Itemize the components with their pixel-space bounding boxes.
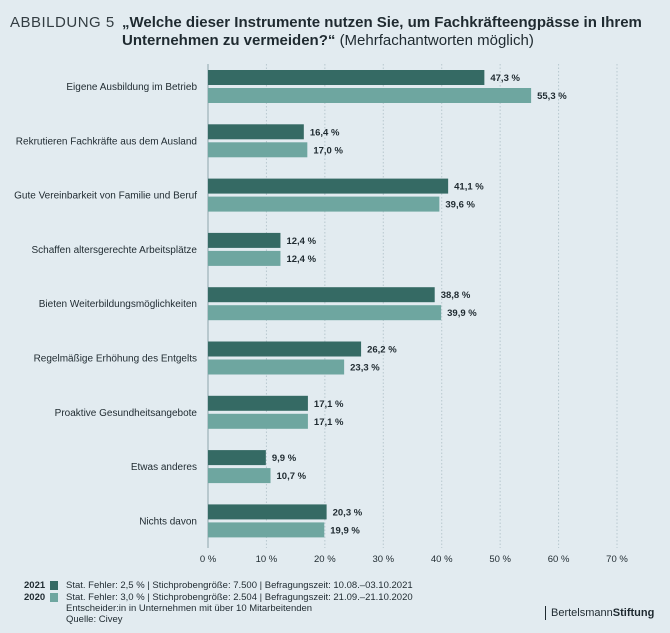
bar-2021 <box>208 287 435 303</box>
chart-subtitle: (Mehrfachantworten möglich) <box>339 32 534 49</box>
data-label: 39,6 % <box>445 200 475 211</box>
bar-2020 <box>208 305 442 321</box>
bar-2021 <box>208 504 327 520</box>
brand-name-part2: Stiftung <box>612 607 655 619</box>
bar-2021 <box>208 395 308 411</box>
category-label: Etwas anderes <box>131 462 197 473</box>
data-label: 10,7 % <box>277 471 307 482</box>
bar-2020 <box>208 468 271 484</box>
brand-name-part1: Bertelsmann <box>551 607 613 619</box>
bar-chart: 0 % 10 % 20 % 30 % 40 % 50 % 60 % 70 % Eigene Au… <box>14 64 628 565</box>
x-tick-label: 20 % <box>314 554 336 565</box>
chart-title: „Welche dieser Instrumente nutzen Sie, u… <box>122 14 642 50</box>
bar-2020 <box>208 522 325 538</box>
legend-year: 2021 <box>24 579 46 591</box>
source-note: Quelle: Civey <box>66 614 123 625</box>
legend-text: Stat. Fehler: 2,5 % | Stichprobengröße: … <box>66 579 413 591</box>
bar-2020 <box>208 142 308 158</box>
bar-2021 <box>208 124 304 140</box>
data-label: 20,3 % <box>333 507 363 518</box>
bar-2021 <box>208 232 281 248</box>
category-label: Nichts davon <box>139 516 197 527</box>
x-tick-label: 30 % <box>372 554 394 565</box>
data-label: 9,9 % <box>272 453 297 464</box>
legend-swatch-dark <box>50 580 58 590</box>
data-label: 16,4 % <box>310 127 340 138</box>
data-label: 12,4 % <box>286 254 316 265</box>
bar-2021 <box>208 70 485 85</box>
data-label: 17,1 % <box>314 399 344 410</box>
x-tick-label: 0 % <box>200 554 217 565</box>
bar-2021 <box>208 341 362 357</box>
bar-2020 <box>208 88 532 103</box>
legend-item-2020: 2020 Stat. Fehler: 3,0 % | Stichprobengr… <box>24 591 413 603</box>
category-label: Eigene Ausbildung im Betrieb <box>66 82 197 93</box>
category-label: Bieten Weiterbildungsmöglichkeiten <box>39 299 197 310</box>
data-label: 19,9 % <box>330 525 360 536</box>
category-label: Schaffen altersgerechte Arbeitsplätze <box>32 245 198 256</box>
category-label: Regelmäßige Erhöhung des Entgelts <box>34 354 197 365</box>
data-label: 55,3 % <box>537 91 567 102</box>
x-tick-label: 40 % <box>431 554 453 565</box>
figure-label: ABBILDUNG 5 <box>10 14 115 31</box>
data-label: 38,8 % <box>441 290 471 301</box>
footer: 2021 Stat. Fehler: 2,5 % | Stichprobengr… <box>24 579 413 626</box>
x-tick-label: 50 % <box>489 554 511 565</box>
legend-text: Stat. Fehler: 3,0 % | Stichprobengröße: … <box>66 591 413 603</box>
x-tick-label: 60 % <box>548 554 570 565</box>
brand-logo: BertelsmannStiftung <box>545 606 654 620</box>
bar-2020 <box>208 196 440 212</box>
legend-year: 2020 <box>24 591 46 603</box>
population-note: Entscheider:in in Unternehmen mit über 1… <box>66 603 313 614</box>
category-label: Rekrutieren Fachkräfte aus dem Ausland <box>16 136 197 147</box>
bar-2021 <box>208 450 266 466</box>
category-label: Proaktive Gesundheitsangebote <box>55 408 198 419</box>
category-label: Gute Vereinbarkeit von Familie und Beruf <box>14 191 197 202</box>
data-label: 12,4 % <box>286 236 316 247</box>
legend-swatch-light <box>50 592 58 602</box>
data-label: 23,3 % <box>350 363 380 374</box>
data-label: 41,1 % <box>454 182 484 193</box>
bar-2020 <box>208 359 345 375</box>
data-label: 17,1 % <box>314 417 344 428</box>
data-label: 39,9 % <box>447 308 477 319</box>
chart-title-text: „Welche dieser Instrumente nutzen Sie, u… <box>122 14 642 49</box>
bar-2021 <box>208 178 449 194</box>
data-label: 26,2 % <box>367 345 397 356</box>
bar-2020 <box>208 413 308 429</box>
data-label: 17,0 % <box>313 145 343 156</box>
data-label: 47,3 % <box>490 73 520 84</box>
x-tick-label: 70 % <box>606 554 628 565</box>
legend-item-2021: 2021 Stat. Fehler: 2,5 % | Stichprobengr… <box>24 579 413 591</box>
bar-2020 <box>208 250 281 266</box>
x-tick-label: 10 % <box>256 554 278 565</box>
